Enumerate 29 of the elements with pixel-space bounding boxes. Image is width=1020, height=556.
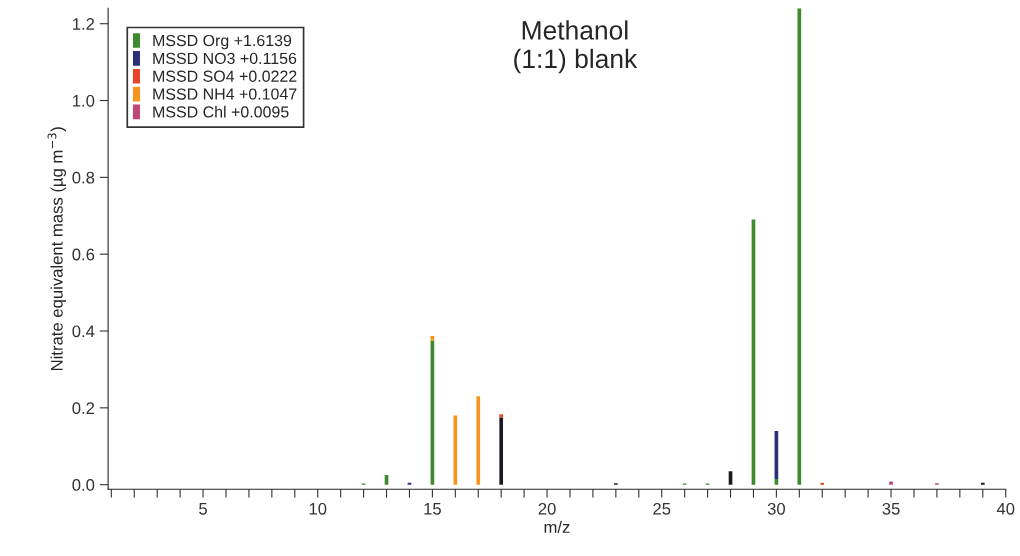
x-axis-title: m/z xyxy=(544,520,570,534)
legend-label: MSSD NH4 +0.1047 xyxy=(153,88,297,100)
bar xyxy=(476,396,481,485)
x-tick-label: 25 xyxy=(653,502,671,515)
x-tick-label: 35 xyxy=(882,502,900,515)
bar xyxy=(499,417,504,485)
legend-label: MSSD Chl +0.0095 xyxy=(153,105,289,118)
x-tick-label: 5 xyxy=(199,503,207,515)
bar xyxy=(453,415,458,485)
x-tick-label: 30 xyxy=(767,502,786,515)
x-tick-label: 20 xyxy=(538,502,556,515)
x-tick-label: 15 xyxy=(424,503,441,515)
text: Methanol (1:1) blank xyxy=(514,20,638,74)
legend-label: MSSD NO3 +0.1156 xyxy=(153,52,297,65)
y-tick-label: 1.0 xyxy=(73,94,95,107)
x-tick-label: 40 xyxy=(996,502,1015,515)
bar xyxy=(797,8,802,485)
bar xyxy=(499,414,504,418)
x-tick-label: 10 xyxy=(309,502,327,515)
legend-label: MSSD Org +1.6139 xyxy=(153,34,292,50)
y-tick-label: 1.2 xyxy=(73,18,95,30)
y-tick-label: 0.6 xyxy=(72,248,95,261)
y-tick-label: 0.2 xyxy=(72,402,95,415)
y-axis-title: Nitrate equivalent mass (µg m$^{−3}$) xyxy=(47,127,67,371)
y-tick-label: 0.8 xyxy=(72,171,95,184)
y-tick-label: 0.4 xyxy=(72,325,95,338)
legend-label: MSSD SO4 +0.0222 xyxy=(153,70,297,82)
y-tick-label: 0.0 xyxy=(72,479,95,491)
bar xyxy=(889,481,893,485)
